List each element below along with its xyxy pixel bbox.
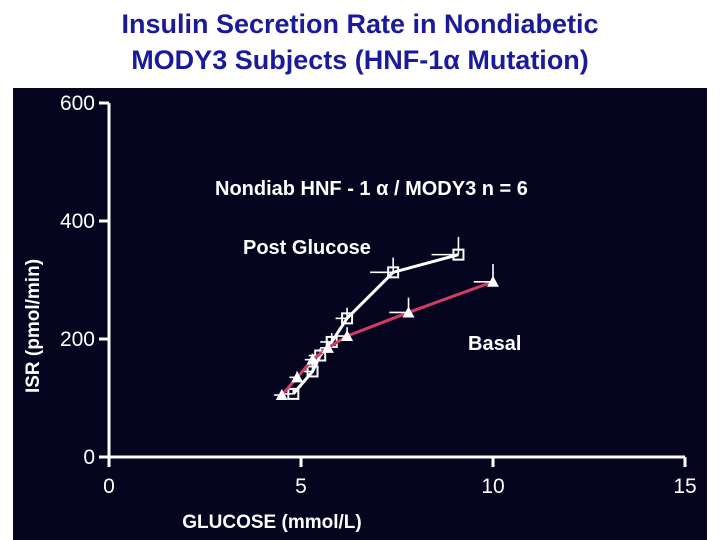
data-point-square — [341, 312, 354, 325]
series-layer — [274, 236, 499, 401]
data-point-triangle — [306, 353, 319, 365]
data-point-triangle — [321, 341, 334, 353]
chart-title-line-1: Insulin Secretion Rate in Nondiabetic — [121, 9, 599, 39]
chart-svg: 0 200 400 600 0 5 10 15 GLUCOSE (mmol/L) ISR (p… — [23, 92, 697, 533]
data-point-square — [287, 387, 300, 400]
y-tick-label: 400 — [60, 210, 95, 233]
data-point-square — [306, 365, 319, 378]
chart-title-line-2: MODY3 Subjects (HNF-1α Mutation) — [131, 45, 589, 75]
series-line — [280, 280, 494, 397]
data-point-triangle — [402, 306, 415, 318]
data-point-square — [314, 349, 327, 362]
x-tick-label: 15 — [673, 475, 696, 498]
y-axis-label: ISR (pmol/min) — [23, 259, 44, 393]
chart-title: Insulin Secretion Rate in Nondiabetic MO… — [0, 6, 720, 78]
axes: 0 200 400 600 0 5 10 15 — [60, 92, 697, 498]
annotation-basal: Basal — [468, 333, 521, 355]
chart-panel: 0 200 400 600 0 5 10 15 GLUCOSE (mmol/L) ISR (p… — [13, 88, 707, 540]
annotation-cohort: Nondiab HNF - 1 α / MODY3 n = 6 — [215, 178, 528, 200]
data-point-square — [452, 248, 465, 261]
data-point-triangle — [275, 389, 288, 401]
y-tick-label: 600 — [60, 92, 95, 115]
x-axis-label: GLUCOSE (mmol/L) — [182, 512, 361, 533]
x-tick-label: 10 — [481, 475, 504, 498]
annotation-post-glucose: Post Glucose — [243, 237, 371, 259]
data-point-square — [387, 266, 400, 279]
x-tick-label: 0 — [103, 475, 115, 498]
data-point-triangle — [341, 330, 354, 342]
series-post-glucose — [281, 236, 465, 400]
y-tick-label: 0 — [83, 446, 95, 469]
data-point-triangle — [291, 371, 304, 383]
x-tick-label: 5 — [295, 475, 307, 498]
data-point-triangle — [487, 275, 499, 287]
series-basal — [274, 264, 499, 401]
y-tick-label: 200 — [60, 328, 95, 351]
